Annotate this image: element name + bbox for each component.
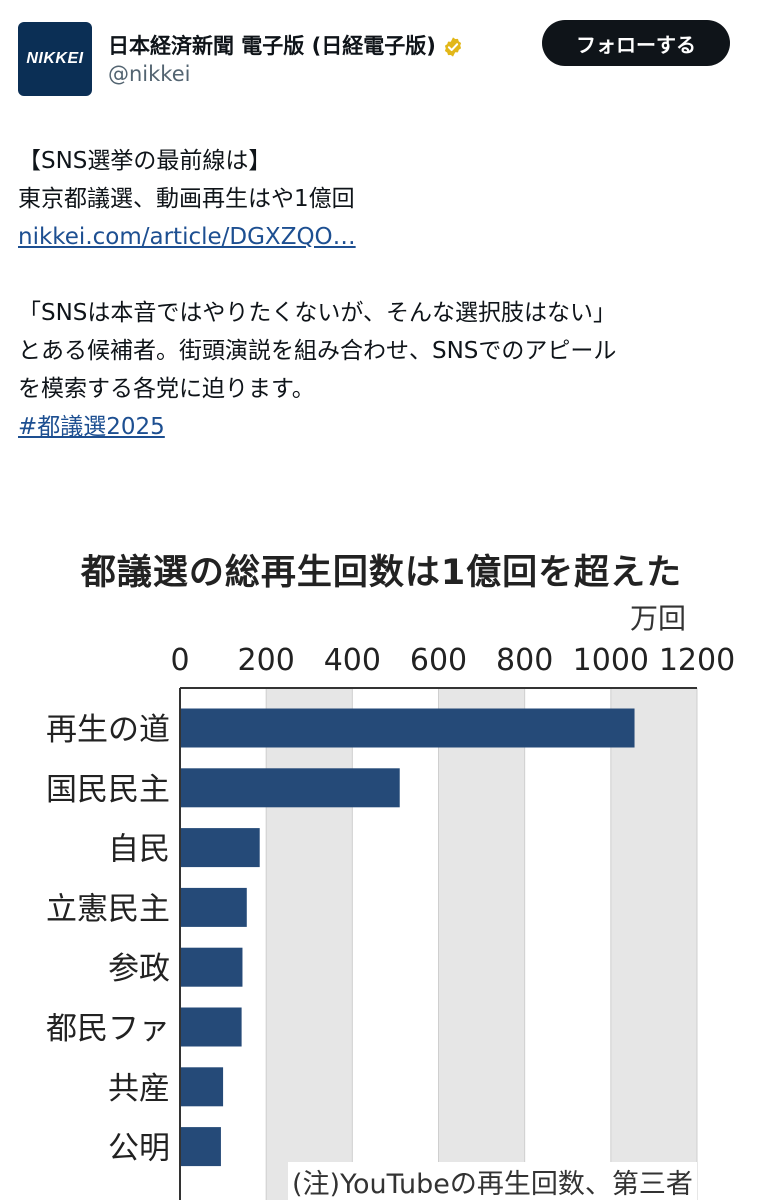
chart-band bbox=[266, 688, 353, 1200]
account-name-text: 日本経済新聞 電子版 (日経電子版) bbox=[108, 34, 436, 58]
article-link[interactable]: nikkei.com/article/DGXZQO… bbox=[18, 224, 356, 250]
nikkei-logo: NIKKEI bbox=[26, 50, 84, 67]
tweet-line: 【SNS選挙の最前線は】 bbox=[18, 148, 272, 174]
tick-label: 800 bbox=[496, 643, 553, 678]
bar bbox=[181, 768, 400, 808]
category-label: 公明 bbox=[108, 1131, 170, 1167]
category-label: 再生の道 bbox=[46, 712, 170, 748]
bar bbox=[181, 947, 243, 987]
bar bbox=[181, 708, 635, 748]
hashtag-link[interactable]: #都議選2025 bbox=[18, 414, 165, 440]
category-label: 都民ファ bbox=[46, 1011, 170, 1047]
chart-band bbox=[438, 688, 525, 1200]
tweet-line: とある候補者。街頭演説を組み合わせ、SNSでのアピール bbox=[18, 338, 617, 364]
tick-label: 600 bbox=[410, 643, 467, 678]
tweet-header: NIKKEI 日本経済新聞 電子版 (日経電子版) @nikkei フォローする bbox=[0, 0, 763, 110]
bar bbox=[181, 887, 247, 927]
tick-label: 1000 bbox=[573, 643, 649, 678]
axis-unit-label: 万回 bbox=[630, 602, 686, 635]
tweet-text: 【SNS選挙の最前線は】 東京都議選、動画再生はや1億回 nikkei.com/… bbox=[18, 142, 748, 446]
account-name[interactable]: 日本経済新聞 電子版 (日経電子版) bbox=[108, 30, 464, 60]
bar bbox=[181, 1007, 242, 1047]
category-label: 共産 bbox=[108, 1071, 170, 1107]
category-label: 自民 bbox=[108, 832, 170, 868]
verified-badge-icon bbox=[444, 37, 461, 57]
tweet-line: 「SNSは本音ではやりたくないが、そんな選択肢はない」 bbox=[18, 300, 616, 326]
account-avatar[interactable]: NIKKEI bbox=[18, 22, 92, 96]
follow-button[interactable]: フォローする bbox=[542, 20, 730, 66]
category-label: 参政 bbox=[108, 951, 170, 987]
chart-note: (注)YouTubeの再生回数、第三者 bbox=[288, 1162, 697, 1201]
tick-label: 1200 bbox=[659, 643, 735, 678]
tick-label: 0 bbox=[170, 643, 189, 678]
tick-label: 200 bbox=[238, 643, 295, 678]
tick-label: 400 bbox=[324, 643, 381, 678]
chart-band bbox=[610, 688, 697, 1200]
bar bbox=[181, 828, 260, 868]
tweet-line: 東京都議選、動画再生はや1億回 bbox=[18, 186, 355, 212]
bar bbox=[181, 1067, 224, 1107]
bar bbox=[181, 1127, 221, 1167]
category-label: 立憲民主 bbox=[46, 891, 170, 927]
tweet-line: を模索する各党に迫ります。 bbox=[18, 376, 315, 402]
category-label: 国民民主 bbox=[46, 772, 170, 808]
account-handle[interactable]: @nikkei bbox=[108, 62, 191, 86]
chart-title: 都議選の総再生回数は1億回を超えた bbox=[80, 553, 683, 593]
